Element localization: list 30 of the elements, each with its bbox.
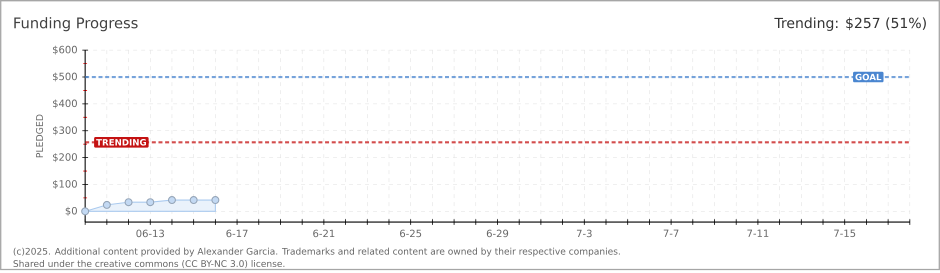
x-tick-label: 7-3 [576,230,592,238]
y-tick-label: $200 [53,153,77,162]
y-axis-title: PLEDGED [36,114,44,158]
y-tick-label: $300 [53,126,77,136]
y-tick-label: $500 [53,72,77,82]
point [81,208,90,216]
x-tick-label: 06-13 [136,230,164,238]
text: Trending: $257 (51%) [774,18,926,32]
ref-line-label: TRENDING [96,139,146,146]
x-tick-label: 7-15 [834,230,856,238]
x-tick-label: 6-17 [226,230,248,238]
y-tick-label: $0 [66,207,77,216]
x-tick-label: 7-7 [664,230,678,238]
point [190,196,198,204]
text: Shared under the creative commons (CC BY-NC 3.0) license. [14,260,284,268]
point [102,201,111,210]
point [124,198,133,206]
y-tick-label: $100 [53,180,77,190]
x-tick-label: 6-29 [486,230,508,238]
y-tick-label: $400 [53,100,77,109]
point [168,196,176,204]
x-tick-label: 6-21 [313,230,334,238]
ref-line-label: GOAL [855,74,882,81]
chart-title: Funding Progress [14,17,138,32]
y-tick-label: $600 [53,46,77,55]
x-tick-label: 6-25 [400,230,422,238]
point [211,196,220,204]
text: (c)2025. Additional content provided by Alexander Garcia. Trademarks and related content are owned by their respective companies. [14,248,620,257]
x-tick-label: 7-11 [747,230,768,238]
point [146,198,154,206]
